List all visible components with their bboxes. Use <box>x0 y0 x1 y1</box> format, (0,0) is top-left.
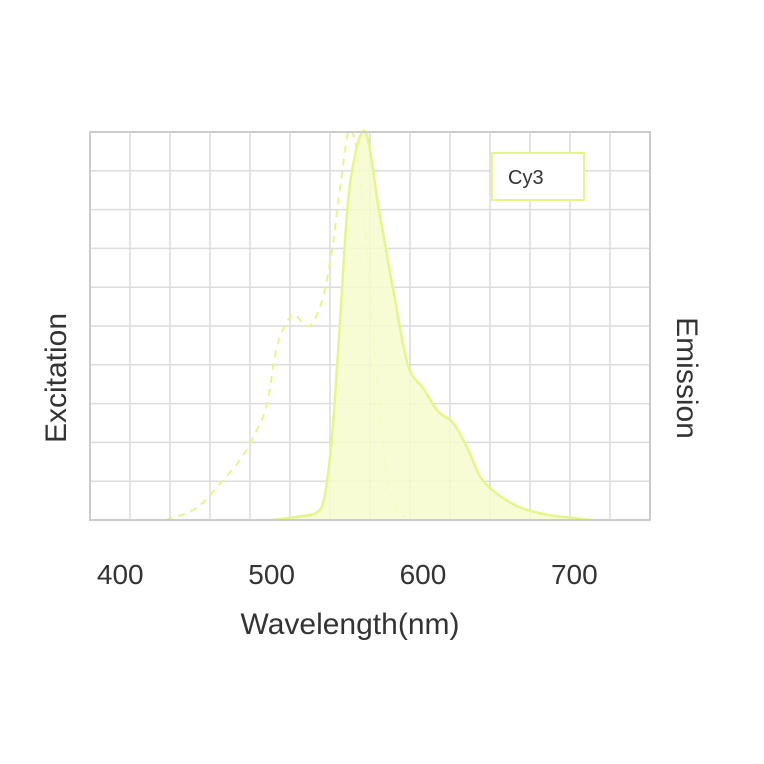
emission-curve <box>271 129 593 522</box>
series-layer <box>165 128 593 522</box>
plot-frame <box>89 131 651 521</box>
excitation-axis-title: Excitation <box>40 313 73 443</box>
emission-axis-title: Emission <box>670 317 703 439</box>
x-tick-label: 500 <box>248 559 295 590</box>
x-tick-label: 400 <box>97 559 144 590</box>
legend-box <box>491 152 585 201</box>
x-tick-label: 600 <box>400 559 447 590</box>
emission-area <box>271 130 593 520</box>
x-tick-labels: 400 500 600 700 <box>97 559 598 590</box>
legend: Cy3 <box>491 152 585 201</box>
x-tick-label: 700 <box>551 559 598 590</box>
x-axis-title: Wavelength(nm) <box>241 608 460 641</box>
legend-label-cy3: Cy3 <box>508 167 544 189</box>
